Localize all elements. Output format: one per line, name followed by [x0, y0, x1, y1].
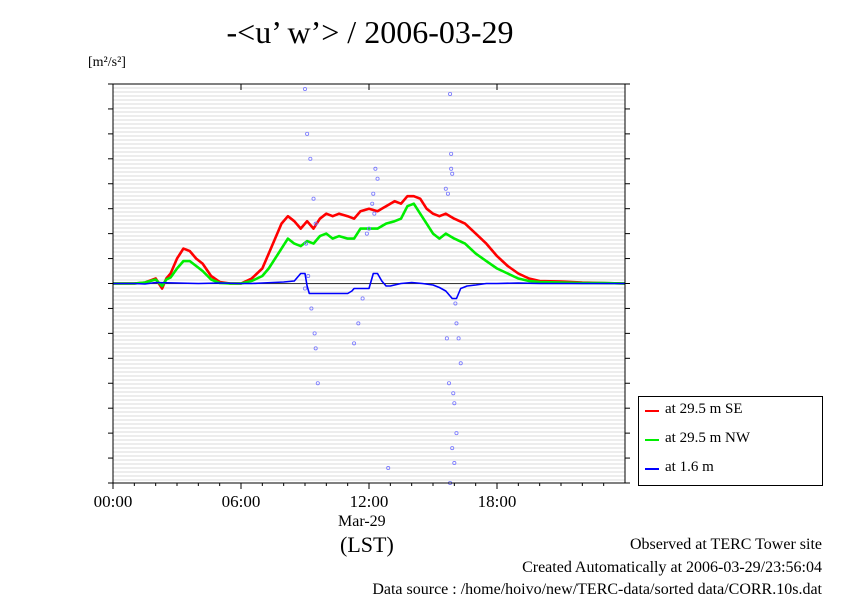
series-point — [375, 176, 380, 181]
series-point — [373, 166, 378, 171]
series-line-1 — [113, 202, 626, 288]
footer-source: Data source : /home/hoivo/new/TERC-data/… — [372, 581, 822, 598]
series-point — [304, 241, 309, 246]
legend-label-ground: at 1.6 m — [665, 459, 714, 475]
series-line-0 — [113, 194, 626, 290]
grid-layer — [113, 87, 625, 481]
series-point — [366, 226, 371, 231]
series-point — [352, 341, 357, 346]
legend-swatch-nw — [645, 439, 659, 441]
x-date-label: Mar-29 — [338, 513, 386, 530]
series-point — [452, 401, 457, 406]
series-point — [446, 381, 451, 386]
series-point — [454, 431, 459, 436]
series-point — [315, 381, 320, 386]
series-point — [302, 286, 307, 291]
legend-label-se: at 29.5 m SE — [665, 401, 743, 417]
y-unit-label: [m²/s²] — [88, 55, 126, 70]
series-point — [313, 221, 318, 226]
series-point — [448, 91, 453, 96]
series-point — [444, 336, 449, 341]
series-point — [454, 321, 459, 326]
series-point — [372, 211, 377, 216]
series-point — [364, 231, 369, 236]
series-line-2 — [113, 272, 625, 300]
x-tick-label: 06:00 — [222, 492, 261, 511]
legend-swatch-ground — [645, 468, 659, 470]
series-point — [456, 336, 461, 341]
series-point — [458, 361, 463, 366]
series-point — [313, 346, 318, 351]
tick-layer: 00:00 06:00 12:00 18:00 — [94, 83, 630, 511]
x-tick-label: 00:00 — [94, 492, 133, 511]
legend-swatch-se — [645, 410, 659, 412]
footer-observed: Observed at TERC Tower site — [629, 536, 822, 553]
series-point — [450, 446, 455, 451]
legend: at 29.5 m SE at 29.5 m NW at 1.6 m — [638, 396, 823, 486]
series-point — [386, 466, 391, 471]
series-point — [370, 201, 375, 206]
series-point — [449, 166, 454, 171]
series-point — [311, 196, 316, 201]
series-point — [453, 301, 458, 306]
series-point — [445, 191, 450, 196]
series-layer — [113, 86, 626, 485]
series-point — [360, 296, 365, 301]
series-point — [443, 186, 448, 191]
series-point — [371, 191, 376, 196]
legend-label-nw: at 29.5 m NW — [665, 430, 750, 446]
footer-created: Created Automatically at 2006-03-29/23:5… — [522, 559, 822, 576]
series-point — [306, 274, 311, 279]
series-point — [312, 331, 317, 336]
x-tick-label: 18:00 — [478, 492, 517, 511]
series-point — [449, 151, 454, 156]
chart-title: -<u’ w’> / 2006-03-29 — [226, 14, 514, 50]
x-tick-label: 12:00 — [350, 492, 389, 511]
series-point — [305, 131, 310, 136]
series-point — [451, 391, 456, 396]
series-point — [356, 321, 361, 326]
series-point — [450, 171, 455, 176]
series-point — [308, 156, 313, 161]
series-point — [302, 86, 307, 91]
series-point — [452, 461, 457, 466]
x-timezone-label: (LST) — [340, 532, 394, 557]
series-point — [309, 306, 314, 311]
